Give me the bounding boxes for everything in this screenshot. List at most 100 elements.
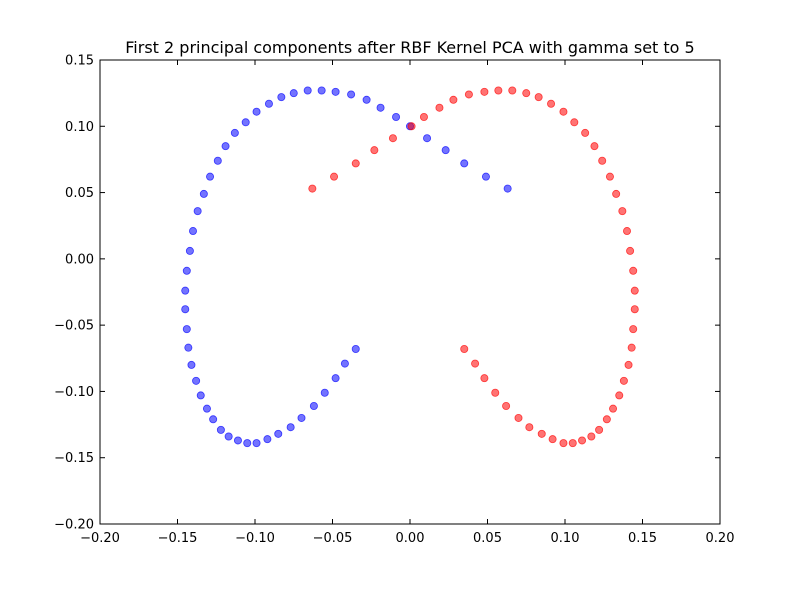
data-point (590, 142, 599, 151)
data-point (548, 435, 557, 444)
series-2 (308, 86, 639, 448)
data-point (630, 305, 639, 314)
data-point (480, 374, 489, 383)
data-point (196, 391, 205, 400)
data-point (202, 404, 211, 413)
data-point (199, 189, 208, 198)
data-point (471, 359, 480, 368)
data-point (624, 360, 633, 369)
data-point (303, 86, 312, 95)
data-point (362, 95, 371, 104)
data-point (480, 87, 489, 96)
data-point (449, 95, 458, 104)
data-point (351, 345, 360, 354)
data-point (370, 146, 379, 155)
series-1 (181, 86, 512, 448)
data-point (503, 184, 512, 193)
data-point (206, 172, 215, 181)
data-point (619, 376, 628, 385)
data-point (626, 246, 635, 255)
data-point (559, 439, 568, 448)
data-point (559, 107, 568, 116)
data-point (630, 286, 639, 295)
data-point (481, 172, 490, 181)
plot-area-frame (99, 59, 721, 525)
y-tick-label: −0.20 (54, 518, 94, 533)
data-point (491, 388, 500, 397)
data-point (612, 189, 621, 198)
data-point (274, 429, 283, 438)
data-point (184, 343, 193, 352)
data-point (188, 227, 197, 236)
data-point (192, 376, 201, 385)
y-tick-label: −0.10 (54, 385, 94, 400)
y-tick-label: −0.15 (54, 451, 94, 466)
data-point (263, 435, 272, 444)
data-point (388, 134, 397, 143)
data-point (185, 246, 194, 255)
data-point (502, 402, 511, 411)
data-point (623, 227, 632, 236)
y-tick-label: 0.10 (65, 120, 94, 135)
x-tick-label: 0.05 (473, 531, 502, 546)
data-point (464, 90, 473, 99)
data-point (320, 388, 329, 397)
data-point (182, 266, 191, 275)
data-point (221, 142, 230, 151)
x-tick-label: −0.05 (313, 531, 353, 546)
data-point (525, 423, 534, 432)
data-point (193, 207, 202, 216)
data-point (252, 107, 261, 116)
data-point (419, 113, 428, 122)
data-point (252, 439, 261, 448)
data-point (376, 103, 385, 112)
x-tick-label: 0.00 (396, 531, 425, 546)
data-point (547, 99, 556, 108)
data-point (224, 432, 233, 441)
x-tick-label: −0.15 (158, 531, 198, 546)
x-tick-label: 0.15 (628, 531, 657, 546)
data-point (508, 86, 517, 95)
data-point (216, 425, 225, 434)
data-point (568, 439, 577, 448)
data-point (213, 156, 222, 165)
data-point (289, 89, 298, 98)
data-point (581, 128, 590, 137)
data-point (522, 89, 531, 98)
data-point (570, 118, 579, 127)
data-point (209, 415, 218, 424)
data-point (286, 423, 295, 432)
data-point (331, 87, 340, 96)
data-point (595, 425, 604, 434)
data-point (351, 159, 360, 168)
y-tick-label: −0.05 (54, 319, 94, 334)
data-point (615, 391, 624, 400)
data-point (308, 184, 317, 193)
data-point (243, 439, 252, 448)
data-point (181, 286, 190, 295)
data-point (277, 93, 286, 102)
data-point (602, 415, 611, 424)
data-point (460, 345, 469, 354)
data-point (392, 113, 401, 122)
data-point (441, 146, 450, 155)
data-point (233, 436, 242, 445)
data-point (629, 266, 638, 275)
x-tick-label: −0.20 (80, 531, 120, 546)
data-point (182, 325, 191, 334)
data-point (317, 86, 326, 95)
data-point (331, 374, 340, 383)
chart-title: First 2 principal components after RBF K… (125, 38, 694, 57)
data-point (514, 413, 523, 422)
data-point (407, 122, 416, 131)
data-point (537, 429, 546, 438)
data-point (187, 360, 196, 369)
data-point (460, 159, 469, 168)
x-tick-label: 0.20 (706, 531, 735, 546)
data-point (494, 86, 503, 95)
y-tick-label: 0.05 (65, 186, 94, 201)
data-point (264, 99, 273, 108)
